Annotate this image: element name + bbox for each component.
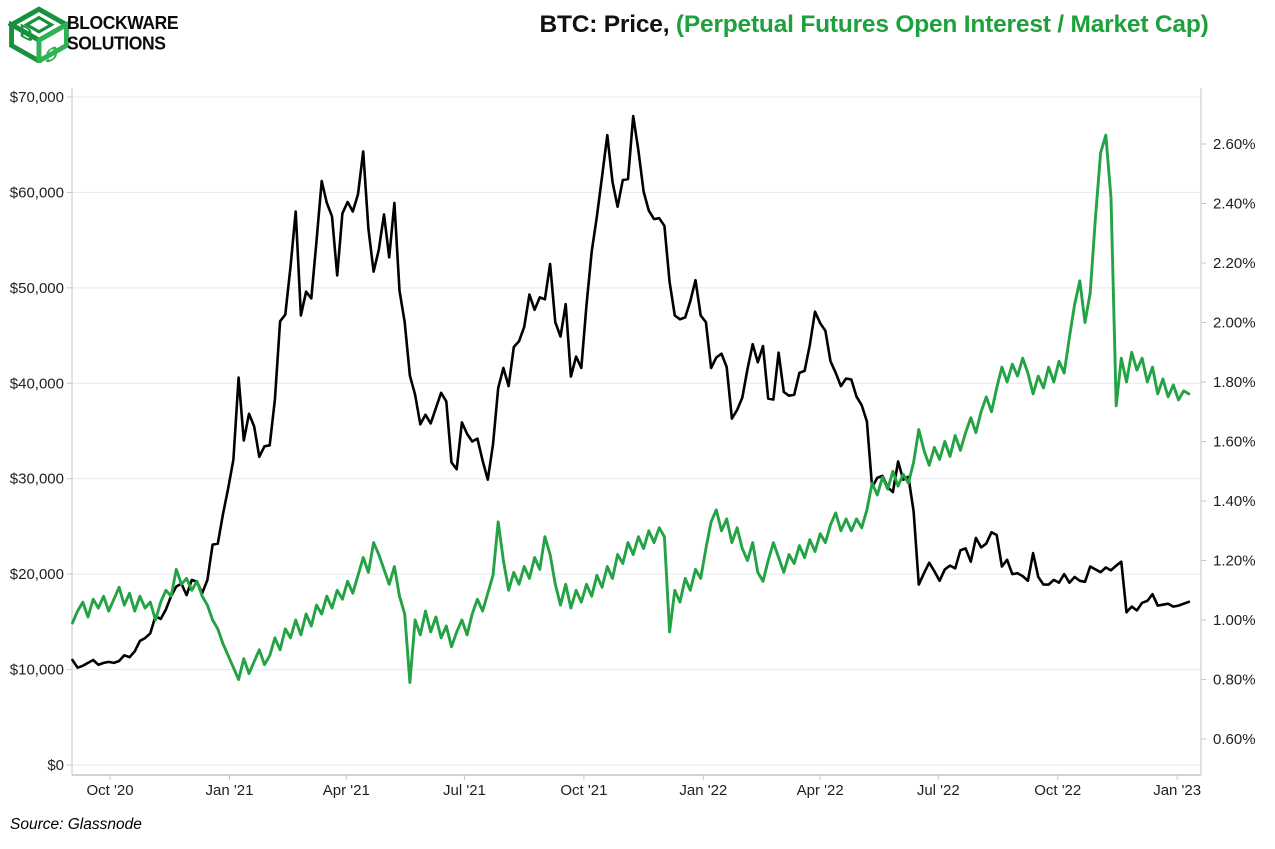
x-tick-label: Apr '22 <box>797 782 844 799</box>
y-right-tick-label: 2.20% <box>1213 255 1256 272</box>
chart-title-black: BTC: Price, <box>539 11 676 38</box>
y-right-tick-label: 0.80% <box>1213 672 1256 689</box>
y-left-tick-label: $0 <box>47 757 64 774</box>
y-left-tick-label: $30,000 <box>10 471 64 488</box>
x-tick-label: Oct '20 <box>87 782 134 799</box>
y-left-tick-label: $10,000 <box>10 662 64 679</box>
chart-title: BTC: Price, (Perpetual Futures Open Inte… <box>539 11 1208 39</box>
y-right-tick-label: 2.40% <box>1213 196 1256 213</box>
y-right-tick-label: 1.60% <box>1213 434 1256 451</box>
brand-name: BLOCKWARE SOLUTIONS <box>67 11 179 55</box>
y-right-tick-label: 1.80% <box>1213 374 1256 391</box>
brand-line1: BLOCKWARE <box>67 11 179 34</box>
y-right-tick-label: 2.60% <box>1213 136 1256 153</box>
brand-line2: SOLUTIONS <box>67 32 166 55</box>
y-left-tick-label: $70,000 <box>10 89 64 106</box>
source-note: Source: Glassnode <box>10 816 142 833</box>
y-left-tick-label: $60,000 <box>10 184 64 201</box>
header: B S BLOCKWARE SOLUTIONS BTC: Price, (Per… <box>0 0 1275 70</box>
y-right-tick-label: 1.40% <box>1213 493 1256 510</box>
svg-text:S: S <box>45 42 57 63</box>
x-tick-label: Jan '23 <box>1153 782 1201 799</box>
y-right-tick-label: 1.00% <box>1213 612 1256 629</box>
oi-marketcap-line <box>70 133 1191 684</box>
y-right-tick-label: 1.20% <box>1213 553 1256 570</box>
y-left-tick-label: $50,000 <box>10 280 64 297</box>
x-tick-label: Jul '22 <box>917 782 960 799</box>
svg-text:B: B <box>20 20 33 48</box>
btc-price-line <box>71 114 1191 670</box>
x-tick-label: Apr '21 <box>323 782 370 799</box>
y-right-tick-label: 0.60% <box>1213 731 1256 748</box>
chart-title-green: (Perpetual Futures Open Interest / Marke… <box>675 11 1209 38</box>
y-left-tick-label: $20,000 <box>10 566 64 583</box>
x-tick-label: Jan '21 <box>206 782 254 799</box>
x-tick-label: Jan '22 <box>679 782 727 799</box>
x-tick-label: Oct '21 <box>560 782 607 799</box>
x-tick-label: Jul '21 <box>443 782 486 799</box>
y-left-tick-label: $40,000 <box>10 375 64 392</box>
y-right-tick-label: 2.00% <box>1213 315 1256 332</box>
blockware-logo-icon: B S <box>8 6 70 63</box>
x-tick-label: Oct '22 <box>1034 782 1081 799</box>
